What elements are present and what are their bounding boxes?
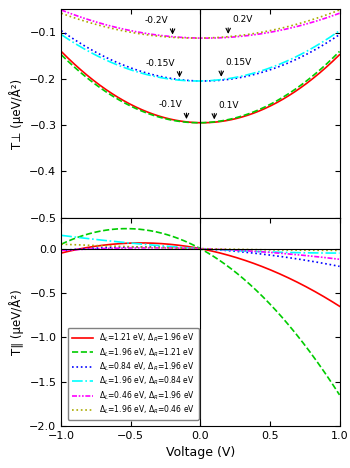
$\Delta_L$=1.96 eV, $\Delta_R$=1.21 eV xyxy=(131,226,135,232)
$\Delta_L$=1.96 eV, $\Delta_R$=1.21 eV xyxy=(124,226,128,232)
$\Delta_L$=1.96 eV, $\Delta_R$=0.46 eV xyxy=(185,246,189,251)
$\Delta_L$=0.84 eV, $\Delta_R$=1.96 eV xyxy=(269,252,273,258)
$\Delta_L$=1.96 eV, $\Delta_R$=1.21 eV xyxy=(245,279,250,285)
Text: 0.1V: 0.1V xyxy=(218,101,239,110)
Line: $\Delta_L$=0.46 eV, $\Delta_R$=1.96 eV: $\Delta_L$=0.46 eV, $\Delta_R$=1.96 eV xyxy=(61,248,340,259)
$\Delta_L$=1.96 eV, $\Delta_R$=0.46 eV xyxy=(108,243,113,249)
$\Delta_L$=1.96 eV, $\Delta_R$=1.21 eV xyxy=(269,303,273,308)
$\Delta_L$=0.46 eV, $\Delta_R$=1.96 eV xyxy=(108,246,113,251)
$\Delta_L$=0.46 eV, $\Delta_R$=1.96 eV xyxy=(131,245,135,251)
$\Delta_L$=1.21 eV, $\Delta_R$=1.96 eV xyxy=(269,267,273,273)
$\Delta_L$=0.84 eV, $\Delta_R$=1.96 eV xyxy=(59,248,63,253)
Line: $\Delta_L$=1.96 eV, $\Delta_R$=0.84 eV: $\Delta_L$=1.96 eV, $\Delta_R$=0.84 eV xyxy=(61,235,340,253)
$\Delta_L$=1.96 eV, $\Delta_R$=0.84 eV xyxy=(108,238,113,244)
$\Delta_L$=1.21 eV, $\Delta_R$=1.96 eV xyxy=(139,240,143,246)
Text: -0.15V: -0.15V xyxy=(146,58,175,68)
$\Delta_L$=1.96 eV, $\Delta_R$=1.21 eV xyxy=(59,241,63,247)
Line: $\Delta_L$=1.21 eV, $\Delta_R$=1.96 eV: $\Delta_L$=1.21 eV, $\Delta_R$=1.96 eV xyxy=(61,243,340,306)
$\Delta_L$=1.96 eV, $\Delta_R$=0.84 eV xyxy=(245,249,249,254)
$\Delta_L$=0.46 eV, $\Delta_R$=1.96 eV xyxy=(245,248,250,254)
$\Delta_L$=0.46 eV, $\Delta_R$=1.96 eV xyxy=(149,245,153,251)
Text: 0.15V: 0.15V xyxy=(225,58,252,67)
$\Delta_L$=1.21 eV, $\Delta_R$=1.96 eV xyxy=(337,303,342,309)
$\Delta_L$=1.21 eV, $\Delta_R$=1.96 eV xyxy=(108,241,113,247)
$\Delta_L$=1.21 eV, $\Delta_R$=1.96 eV xyxy=(59,250,63,256)
$\Delta_L$=1.96 eV, $\Delta_R$=0.46 eV xyxy=(59,241,63,247)
Y-axis label: T∥ (μeV/Å²): T∥ (μeV/Å²) xyxy=(9,289,24,355)
$\Delta_L$=0.46 eV, $\Delta_R$=1.96 eV xyxy=(269,250,273,256)
$\Delta_L$=0.84 eV, $\Delta_R$=1.96 eV xyxy=(224,248,228,253)
$\Delta_L$=0.84 eV, $\Delta_R$=1.96 eV xyxy=(337,263,342,269)
$\Delta_L$=0.46 eV, $\Delta_R$=1.96 eV xyxy=(186,246,190,251)
$\Delta_L$=1.96 eV, $\Delta_R$=1.21 eV xyxy=(108,227,113,233)
Line: $\Delta_L$=1.96 eV, $\Delta_R$=0.46 eV: $\Delta_L$=1.96 eV, $\Delta_R$=0.46 eV xyxy=(61,244,340,250)
$\Delta_L$=1.96 eV, $\Delta_R$=0.84 eV xyxy=(185,245,189,250)
Legend: $\Delta_L$=1.21 eV, $\Delta_R$=1.96 eV, $\Delta_L$=1.96 eV, $\Delta_R$=1.21 eV, : $\Delta_L$=1.21 eV, $\Delta_R$=1.96 eV, … xyxy=(68,328,199,420)
$\Delta_L$=0.84 eV, $\Delta_R$=1.96 eV xyxy=(186,245,190,251)
Text: -0.1V: -0.1V xyxy=(159,100,182,110)
$\Delta_L$=1.21 eV, $\Delta_R$=1.96 eV xyxy=(186,244,190,249)
$\Delta_L$=1.96 eV, $\Delta_R$=1.21 eV xyxy=(337,392,342,398)
$\Delta_L$=1.96 eV, $\Delta_R$=0.84 eV xyxy=(337,250,342,256)
$\Delta_L$=1.96 eV, $\Delta_R$=0.46 eV xyxy=(269,247,273,253)
$\Delta_L$=0.46 eV, $\Delta_R$=1.96 eV xyxy=(337,256,342,262)
$\Delta_L$=0.84 eV, $\Delta_R$=1.96 eV xyxy=(141,244,146,250)
$\Delta_L$=1.96 eV, $\Delta_R$=0.84 eV xyxy=(269,249,273,255)
$\Delta_L$=0.84 eV, $\Delta_R$=1.96 eV xyxy=(131,244,135,250)
X-axis label: Voltage (V): Voltage (V) xyxy=(166,446,235,459)
Text: -0.2V: -0.2V xyxy=(145,16,168,25)
$\Delta_L$=1.96 eV, $\Delta_R$=0.84 eV xyxy=(131,241,135,246)
$\Delta_L$=0.84 eV, $\Delta_R$=1.96 eV xyxy=(108,245,113,250)
Line: $\Delta_L$=1.96 eV, $\Delta_R$=1.21 eV: $\Delta_L$=1.96 eV, $\Delta_R$=1.21 eV xyxy=(61,229,340,395)
$\Delta_L$=1.96 eV, $\Delta_R$=0.84 eV xyxy=(223,247,228,253)
$\Delta_L$=1.96 eV, $\Delta_R$=0.46 eV xyxy=(245,247,249,252)
$\Delta_L$=1.96 eV, $\Delta_R$=1.21 eV xyxy=(186,240,190,245)
$\Delta_L$=1.21 eV, $\Delta_R$=1.96 eV xyxy=(245,258,250,264)
Y-axis label: T⊥ (μeV/Å²): T⊥ (μeV/Å²) xyxy=(9,79,24,148)
$\Delta_L$=1.96 eV, $\Delta_R$=0.84 eV xyxy=(59,233,63,238)
$\Delta_L$=1.21 eV, $\Delta_R$=1.96 eV xyxy=(224,252,228,257)
$\Delta_L$=0.46 eV, $\Delta_R$=1.96 eV xyxy=(59,248,63,253)
$\Delta_L$=0.46 eV, $\Delta_R$=1.96 eV xyxy=(224,247,228,252)
$\Delta_L$=1.21 eV, $\Delta_R$=1.96 eV xyxy=(131,240,135,246)
$\Delta_L$=0.84 eV, $\Delta_R$=1.96 eV xyxy=(245,249,250,255)
$\Delta_L$=1.96 eV, $\Delta_R$=1.21 eV xyxy=(224,262,228,268)
$\Delta_L$=1.96 eV, $\Delta_R$=0.46 eV xyxy=(223,246,228,252)
$\Delta_L$=1.96 eV, $\Delta_R$=0.46 eV xyxy=(337,248,342,253)
Text: 0.2V: 0.2V xyxy=(232,15,253,24)
Line: $\Delta_L$=0.84 eV, $\Delta_R$=1.96 eV: $\Delta_L$=0.84 eV, $\Delta_R$=1.96 eV xyxy=(61,247,340,266)
$\Delta_L$=1.96 eV, $\Delta_R$=0.46 eV xyxy=(131,244,135,249)
